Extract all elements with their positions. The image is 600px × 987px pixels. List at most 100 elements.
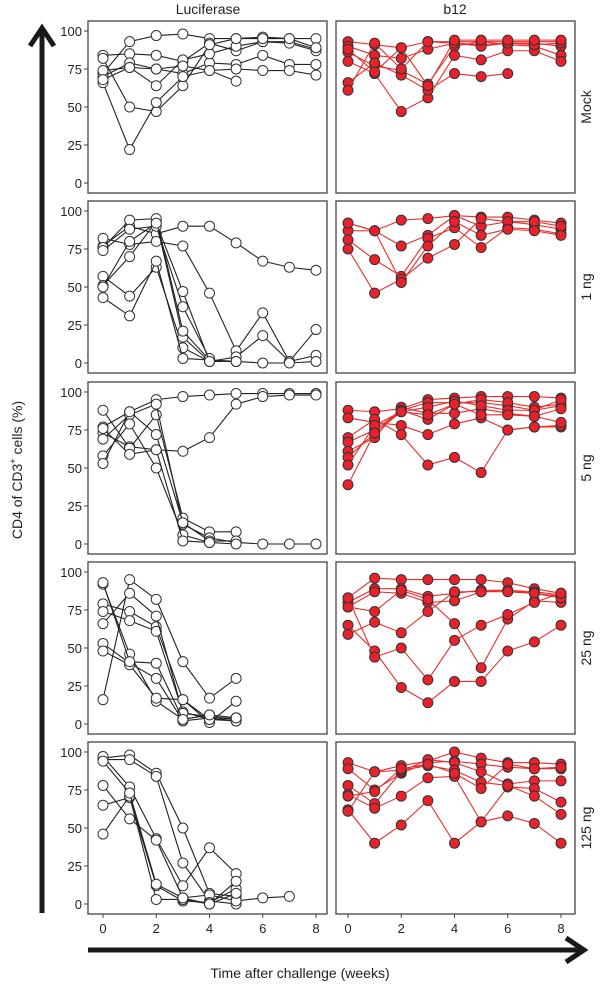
- panel-5-ng-b12: 5 ng: [335, 381, 594, 555]
- data-point: [177, 535, 189, 547]
- y-tick-label: 50: [68, 100, 82, 115]
- data-point: [310, 389, 322, 401]
- data-point: [555, 220, 567, 232]
- series-line: [102, 756, 237, 887]
- series-line: [102, 578, 237, 700]
- data-point: [449, 586, 460, 598]
- panel-125-ng-luciferase: 0 25 50 75 100 0 2 4 6 8: [60, 741, 328, 936]
- y-tick-label: 50: [68, 821, 82, 836]
- series: [342, 587, 567, 686]
- data-point: [449, 595, 460, 607]
- panel-frame: [87, 741, 328, 915]
- data-point: [555, 416, 567, 428]
- data-point: [150, 398, 162, 410]
- data-point: [177, 656, 189, 668]
- data-point: [230, 398, 242, 410]
- data-point: [150, 770, 162, 782]
- y-tick-label: 100: [60, 565, 82, 580]
- data-point: [555, 761, 567, 773]
- data-point: [528, 817, 540, 829]
- data-point: [124, 615, 136, 627]
- y-arrow: [27, 23, 57, 913]
- data-point: [150, 255, 162, 267]
- data-point: [342, 619, 354, 631]
- data-point: [422, 795, 434, 807]
- data-point: [449, 767, 460, 779]
- data-point: [395, 419, 407, 431]
- data-point: [449, 398, 460, 410]
- data-point: [475, 400, 487, 412]
- data-point: [502, 34, 514, 46]
- data-point: [124, 754, 136, 766]
- x-tick-label: 0: [99, 921, 106, 936]
- y-tick-label: 100: [60, 745, 82, 760]
- data-point: [369, 586, 381, 598]
- data-point: [124, 61, 136, 73]
- data-point: [204, 536, 215, 548]
- data-point: [449, 216, 460, 228]
- data-point: [124, 418, 136, 430]
- series: [97, 574, 242, 706]
- y-tick-label: 75: [68, 603, 82, 618]
- data-point: [449, 574, 460, 586]
- data-point: [449, 238, 460, 250]
- data-point: [342, 84, 354, 96]
- data-point: [395, 790, 407, 802]
- data-point: [97, 694, 109, 706]
- data-point: [150, 657, 162, 669]
- data-point: [528, 596, 540, 608]
- data-point: [395, 42, 407, 54]
- data-point: [150, 893, 162, 905]
- data-point: [395, 406, 407, 418]
- data-point: [475, 213, 487, 225]
- data-point: [177, 694, 189, 706]
- data-point: [204, 389, 215, 401]
- data-point: [310, 58, 322, 70]
- data-point: [283, 538, 295, 550]
- data-point: [475, 574, 487, 586]
- data-point: [475, 34, 487, 46]
- data-point: [555, 796, 567, 808]
- data-point: [449, 746, 460, 758]
- data-point: [177, 517, 189, 529]
- data-point: [257, 49, 269, 61]
- data-point: [283, 890, 295, 902]
- data-point: [150, 878, 162, 890]
- data-point: [97, 606, 109, 618]
- data-point: [124, 406, 136, 418]
- data-point: [342, 412, 354, 424]
- data-point: [342, 479, 354, 491]
- data-point: [528, 587, 540, 599]
- data-point: [310, 69, 322, 81]
- data-point: [342, 779, 354, 791]
- column-title-luciferase: Luciferase: [176, 1, 241, 17]
- data-point: [528, 391, 540, 403]
- data-point: [97, 281, 109, 293]
- data-point: [449, 34, 460, 46]
- data-point: [97, 779, 109, 791]
- data-point: [177, 60, 189, 72]
- data-point: [449, 68, 460, 80]
- y-tick-label: 0: [75, 537, 82, 552]
- data-point: [555, 587, 567, 599]
- data-point: [204, 355, 215, 367]
- data-point: [177, 857, 189, 869]
- data-point: [283, 33, 295, 45]
- data-point: [257, 33, 269, 45]
- data-point: [257, 892, 269, 904]
- data-point: [124, 36, 136, 48]
- x-tick-label: 8: [557, 921, 564, 936]
- data-point: [369, 616, 381, 628]
- data-point: [502, 586, 514, 598]
- data-point: [369, 287, 381, 299]
- data-point: [177, 240, 189, 252]
- data-point: [422, 80, 434, 92]
- series: [342, 413, 567, 479]
- data-point: [230, 63, 242, 75]
- data-point: [502, 645, 514, 657]
- data-point: [124, 606, 136, 618]
- data-point: [395, 52, 407, 64]
- data-point: [124, 813, 136, 825]
- y-tick-label: 100: [60, 385, 82, 400]
- y-tick-label: 75: [68, 242, 82, 257]
